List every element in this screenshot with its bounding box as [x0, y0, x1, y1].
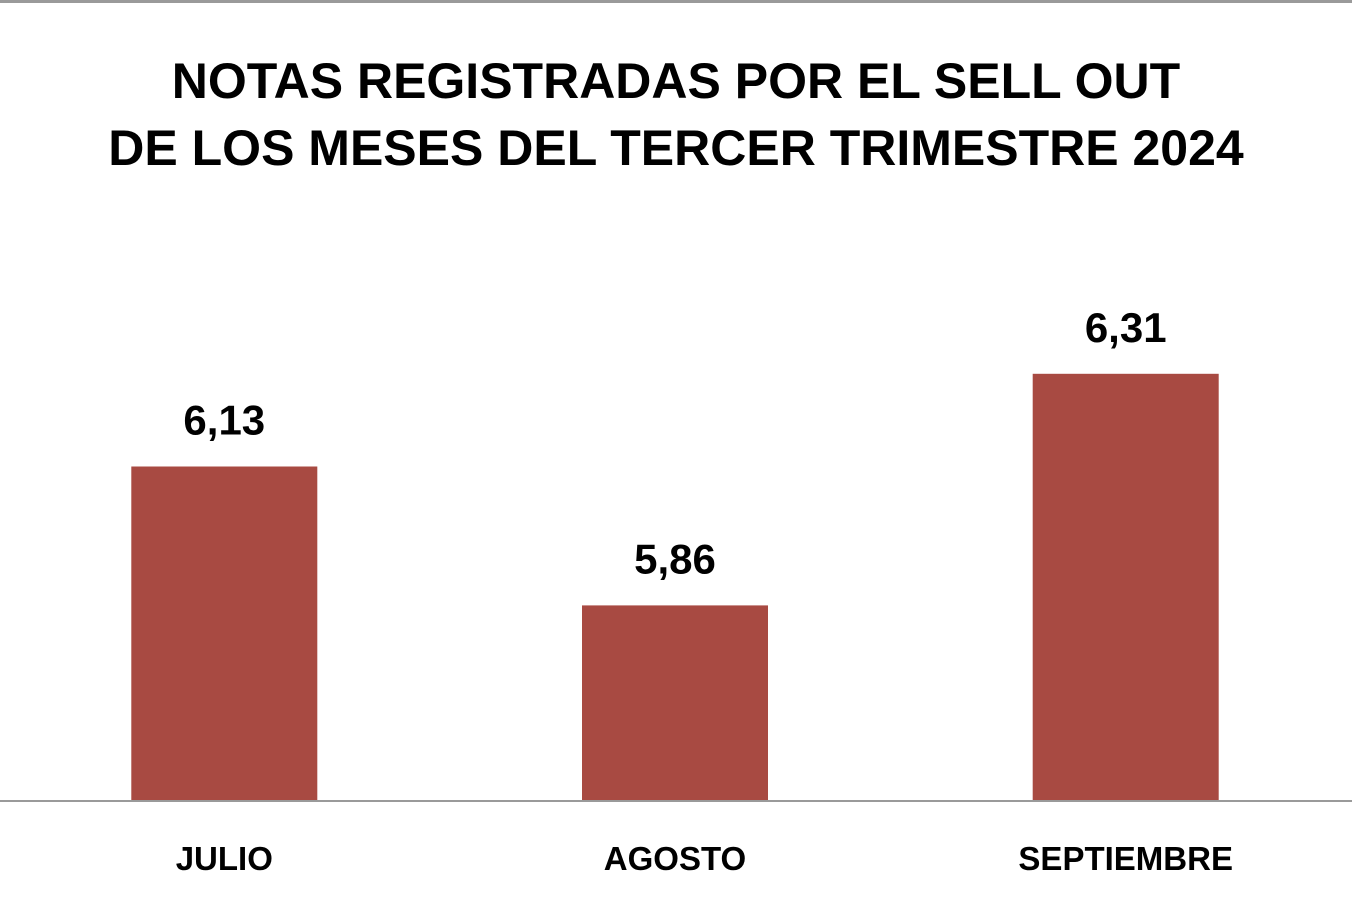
chart-title-line-1: NOTAS REGISTRADAS POR EL SELL OUT — [172, 53, 1180, 109]
value-label-julio: 6,13 — [183, 397, 265, 444]
labels-group: 6,13 JULIO 5,86 AGOSTO 6,31 SEPTIEMBRE — [176, 304, 1233, 877]
bar-septiembre — [1032, 373, 1219, 801]
category-label-julio: JULIO — [176, 840, 273, 877]
chart-title-line-2: DE LOS MESES DEL TERCER TRIMESTRE 2024 — [108, 120, 1244, 176]
category-label-septiembre: SEPTIEMBRE — [1018, 840, 1233, 877]
bars-group — [131, 373, 1219, 801]
value-label-agosto: 5,86 — [634, 535, 716, 582]
bar-agosto — [582, 605, 768, 801]
category-label-agosto: AGOSTO — [604, 840, 746, 877]
value-label-septiembre: 6,31 — [1085, 304, 1167, 351]
bar-julio — [131, 466, 318, 801]
